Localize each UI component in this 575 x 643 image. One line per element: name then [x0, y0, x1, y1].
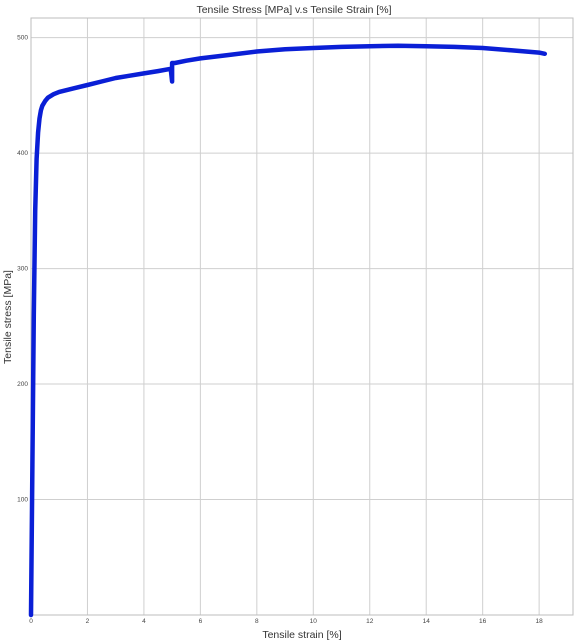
y-tick-label: 300: [17, 266, 28, 273]
y-tick-label: 200: [17, 381, 28, 388]
chart-title: Tensile Stress [MPa] v.s Tensile Strain …: [196, 4, 391, 16]
x-tick-label: 16: [479, 618, 487, 625]
x-tick-label: 0: [29, 618, 33, 625]
x-tick-label: 4: [142, 618, 146, 625]
y-axis-label: Tensile stress [MPa]: [2, 270, 14, 364]
x-axis-label: Tensile strain [%]: [262, 629, 341, 641]
plot-area: [30, 17, 574, 616]
x-tick-label: 8: [255, 618, 259, 625]
y-tick-label: 400: [17, 150, 28, 157]
tick-labels: 0 2 4 6 8 10 12 14 16 18 100 200 300 400 500: [17, 35, 543, 625]
x-tick-label: 10: [310, 618, 318, 625]
y-tick-label: 500: [17, 35, 28, 42]
stress-strain-series-line: [28, 43, 548, 618]
x-tick-label: 12: [366, 618, 374, 625]
grid: [31, 18, 573, 615]
y-tick-label: 100: [17, 497, 28, 504]
x-tick-label: 14: [423, 618, 431, 625]
x-tick-label: 6: [199, 618, 203, 625]
x-tick-label: 18: [536, 618, 544, 625]
x-tick-label: 2: [86, 618, 90, 625]
series-layer: [28, 43, 548, 618]
